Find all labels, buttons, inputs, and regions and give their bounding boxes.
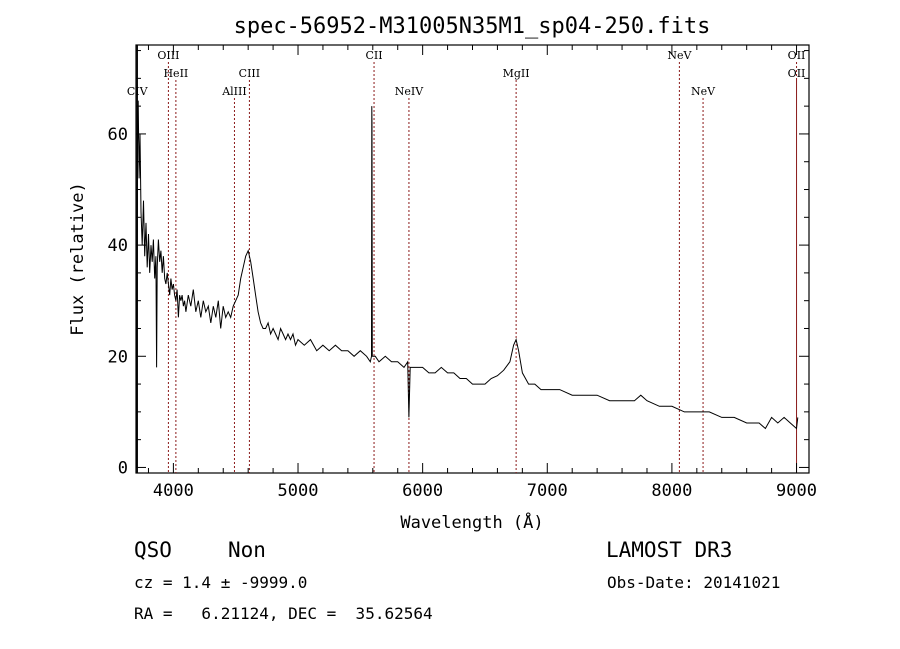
x-tick-label: 8000 — [651, 481, 692, 501]
x-axis-label: Wavelength (Å) — [400, 511, 543, 533]
emission-line-label: OIII — [157, 49, 179, 62]
axis-ticks: 4000 5000 6000 7000 8000 9000 0 20 40 60 — [108, 45, 817, 501]
x-tick-label: 9000 — [776, 481, 817, 501]
flux-series-line — [135, 100, 799, 468]
emission-line-label: NeV — [691, 85, 716, 98]
chart-title: spec-56952-M31005N35M1_sp04-250.fits — [234, 14, 711, 39]
object-subclass: Non — [228, 538, 266, 562]
object-class: QSO — [134, 538, 172, 562]
emission-line-label: NeV — [667, 49, 692, 62]
y-tick-label: 0 — [118, 458, 128, 478]
emission-line-label: CII — [365, 49, 382, 62]
y-axis-label: Flux (relative) — [68, 182, 88, 336]
y-tick-label: 60 — [108, 125, 128, 145]
x-tick-label: 4000 — [153, 481, 194, 501]
emission-line-label: HeII — [163, 67, 188, 80]
emission-line-markers: CIV OIII HeII AlIII CIII CII NeIV MgII NeV NeV OII… — [127, 45, 806, 473]
emission-line-label: CIII — [239, 67, 260, 80]
x-tick-label: 6000 — [402, 481, 443, 501]
coordinates-readout: RA = 6.21124, DEC = 35.62564 — [134, 604, 433, 623]
emission-line-label: CIV — [127, 85, 149, 98]
observation-date: Obs-Date: 20141021 — [607, 573, 781, 592]
emission-line-label: NeIV — [395, 85, 424, 98]
x-tick-label: 5000 — [278, 481, 319, 501]
y-tick-label: 40 — [108, 236, 128, 256]
emission-line-label: OII — [788, 49, 806, 62]
emission-line-label: MgII — [503, 67, 530, 80]
emission-line-label: OII — [788, 67, 806, 80]
x-tick-label: 7000 — [527, 481, 568, 501]
emission-line-label: AlIII — [221, 85, 247, 98]
y-tick-label: 20 — [108, 347, 128, 367]
redshift-readout: cz = 1.4 ± -9999.0 — [134, 573, 308, 592]
survey-name: LAMOST DR3 — [606, 538, 733, 562]
plot-frame — [135, 44, 810, 474]
